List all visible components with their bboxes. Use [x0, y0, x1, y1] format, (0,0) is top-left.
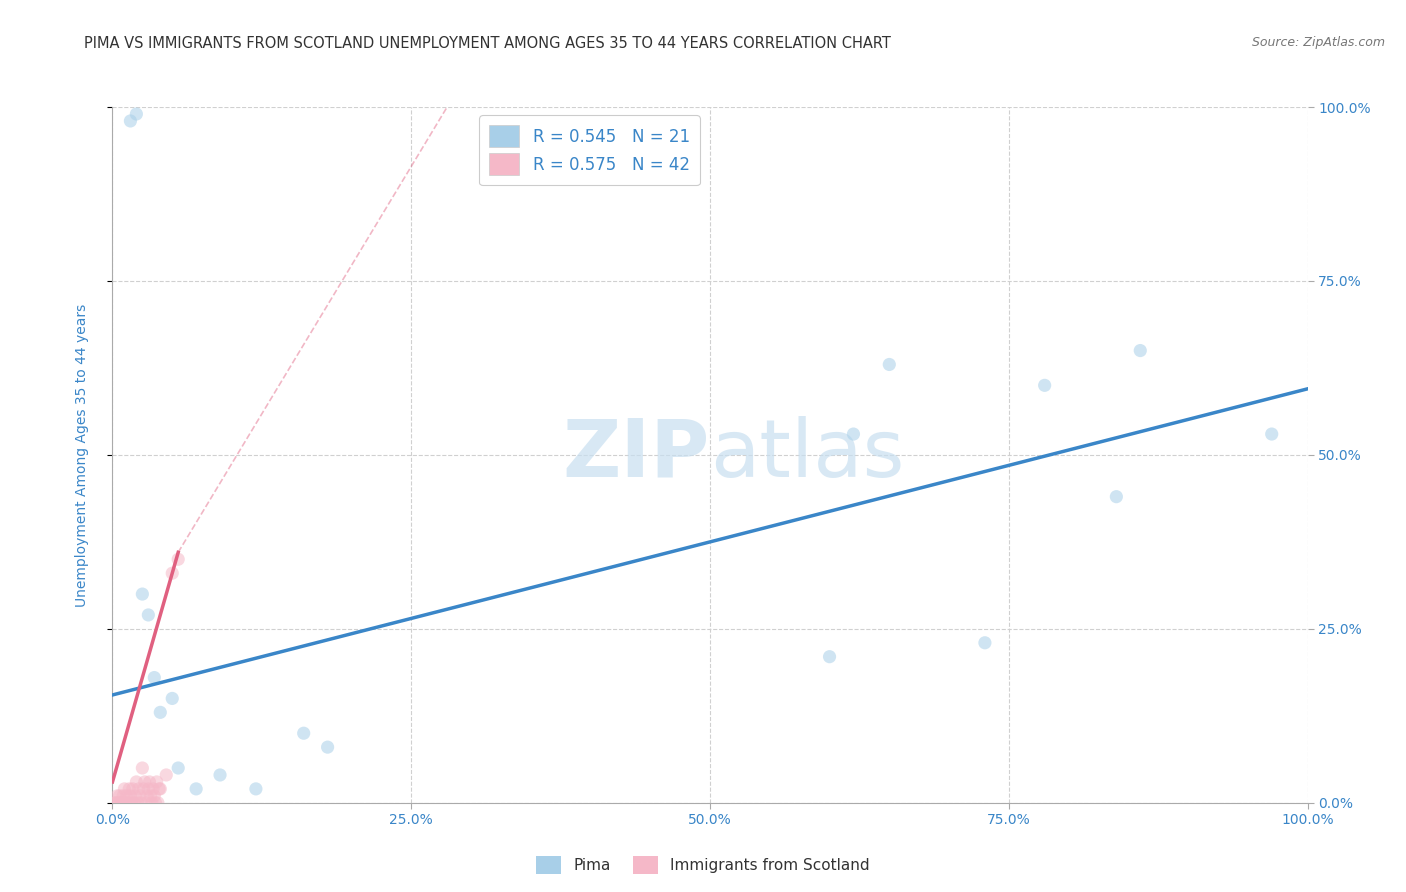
Point: [1260, 427, 1282, 442]
Point: [125, 107, 148, 121]
Point: [115, 789, 138, 803]
Point: [138, 781, 160, 796]
Point: [132, 781, 155, 796]
Point: [121, 796, 143, 810]
Point: [104, 796, 127, 810]
Point: [141, 796, 163, 810]
Point: [145, 775, 167, 789]
Point: [114, 781, 135, 796]
Point: [245, 781, 267, 796]
Point: [877, 358, 900, 372]
Point: [105, 789, 128, 803]
Point: [118, 781, 141, 796]
Point: [149, 781, 172, 796]
Y-axis label: Unemployment Among Ages 35 to 44 years: Unemployment Among Ages 35 to 44 years: [75, 303, 89, 607]
Legend: Pima, Immigrants from Scotland: Pima, Immigrants from Scotland: [530, 850, 876, 880]
Point: [138, 607, 160, 622]
Point: [107, 796, 129, 810]
Point: [127, 796, 149, 810]
Point: [112, 789, 135, 803]
Point: [121, 781, 143, 796]
Point: [167, 761, 190, 775]
Point: [131, 761, 153, 775]
Point: [122, 796, 145, 810]
Point: [162, 691, 183, 706]
Point: [129, 796, 152, 810]
Point: [208, 768, 231, 782]
Point: [131, 587, 153, 601]
Point: [134, 775, 156, 789]
Point: [139, 789, 162, 803]
Point: [143, 671, 166, 685]
Point: [1033, 378, 1056, 392]
Point: [142, 781, 165, 796]
Point: [105, 796, 128, 810]
Point: [162, 566, 183, 581]
Point: [125, 775, 148, 789]
Point: [1129, 343, 1152, 358]
Point: [146, 796, 169, 810]
Point: [128, 781, 150, 796]
Point: [120, 114, 142, 128]
Point: [292, 726, 315, 740]
Point: [135, 796, 157, 810]
Point: [108, 789, 131, 803]
Point: [973, 636, 995, 650]
Point: [129, 789, 152, 803]
Point: [138, 775, 160, 789]
Point: [136, 789, 159, 803]
Point: [143, 789, 166, 803]
Text: ZIP: ZIP: [562, 416, 710, 494]
Point: [155, 768, 177, 782]
Text: atlas: atlas: [710, 416, 904, 494]
Point: [145, 796, 167, 810]
Point: [167, 552, 190, 566]
Point: [316, 740, 339, 755]
Text: PIMA VS IMMIGRANTS FROM SCOTLAND UNEMPLOYMENT AMONG AGES 35 TO 44 YEARS CORRELAT: PIMA VS IMMIGRANTS FROM SCOTLAND UNEMPLO…: [84, 36, 891, 51]
Point: [111, 796, 134, 810]
Point: [124, 789, 146, 803]
Point: [186, 781, 208, 796]
Point: [842, 427, 865, 442]
Legend: R = 0.545   N = 21, R = 0.575   N = 42: R = 0.545 N = 21, R = 0.575 N = 42: [479, 115, 700, 185]
Point: [110, 796, 132, 810]
Point: [1105, 490, 1128, 504]
Point: [149, 706, 172, 720]
Point: [818, 649, 841, 664]
Point: [114, 796, 136, 810]
Point: [120, 789, 142, 803]
Point: [117, 796, 139, 810]
Text: Source: ZipAtlas.com: Source: ZipAtlas.com: [1251, 36, 1385, 49]
Point: [148, 781, 170, 796]
